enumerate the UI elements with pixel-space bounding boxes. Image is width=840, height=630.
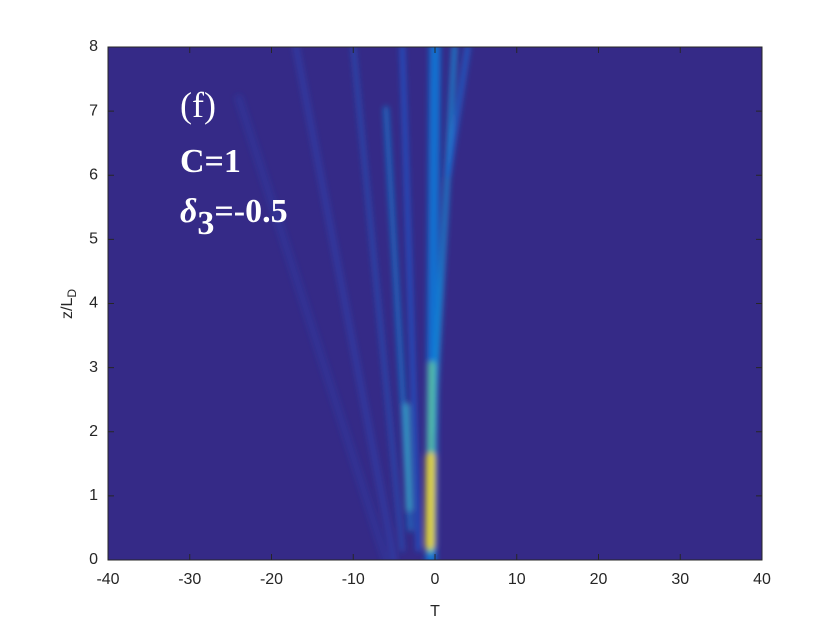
y-tick-label: 1	[89, 487, 98, 504]
beam	[234, 94, 390, 560]
y-tick-label: 2	[89, 423, 98, 440]
y-label-sub: D	[65, 289, 79, 298]
beam	[445, 47, 471, 178]
beam	[351, 47, 405, 552]
panel-label: (f)	[180, 85, 216, 125]
x-tick-label: 10	[508, 571, 526, 588]
y-tick-label: 0	[89, 551, 98, 568]
x-tick-label: 40	[753, 571, 771, 588]
x-tick-label: 20	[590, 571, 608, 588]
beam	[293, 47, 398, 560]
delta-sub: 3	[197, 205, 214, 242]
delta-text: =-0.5	[214, 193, 287, 230]
intensity-field	[234, 47, 471, 560]
beam	[425, 452, 436, 550]
x-tick-label: -10	[342, 571, 365, 588]
beam	[430, 47, 458, 435]
x-tick-label: -40	[96, 571, 119, 588]
beam	[402, 402, 413, 513]
x-tick-label: -20	[260, 571, 283, 588]
y-tick-label: 5	[89, 231, 98, 248]
x-axis-label: T	[430, 603, 440, 620]
x-tick-label: -30	[178, 571, 201, 588]
annotation: C=1	[180, 143, 241, 180]
y-label-main: z/L	[59, 298, 76, 319]
y-tick-label: 4	[89, 295, 98, 312]
delta-symbol: δ	[180, 193, 197, 230]
y-axis-label: z/LD	[59, 289, 79, 319]
y-tick-label: 3	[89, 359, 98, 376]
x-tick-label: 0	[431, 571, 440, 588]
axes: -40 -30 -20 -10 0 10 20 30 40 0 1 2 3 4 5 6 7 8	[89, 38, 771, 588]
delta-annotation: δ3=-0.5	[180, 193, 288, 242]
y-tick-label: 8	[89, 38, 98, 55]
y-tick-label: 6	[89, 166, 98, 183]
beam	[400, 47, 421, 552]
y-tick-label: 7	[89, 102, 98, 119]
x-tick-label: 30	[671, 571, 689, 588]
